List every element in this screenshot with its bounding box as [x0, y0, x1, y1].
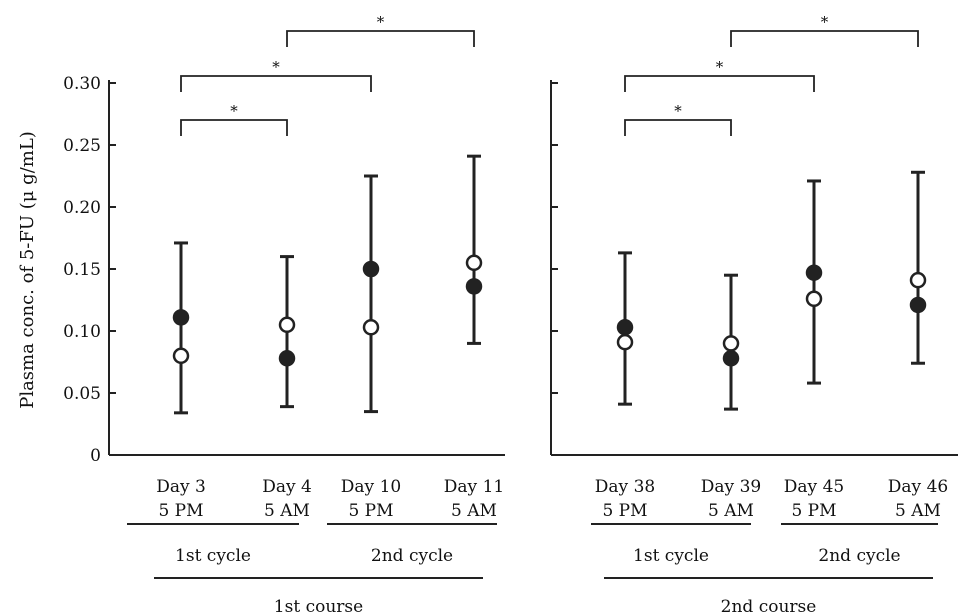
data-point-filled: [805, 264, 823, 281]
data-point-open: [362, 319, 380, 336]
chart-panel-2: Day 38 5 PM Day 39 5 AM Day 45 5 PM Day 46 5 AM…: [550, 13, 958, 615]
significance-marker: *: [230, 102, 238, 120]
x-category-label-time: 5 AM: [264, 501, 310, 521]
cycle-label: 1st cycle: [633, 546, 709, 566]
cycle-label: 2nd cycle: [371, 546, 453, 566]
data-point-open: [172, 347, 190, 365]
y-tick-label: 0.05: [63, 384, 101, 404]
significance-bracket: [180, 119, 288, 136]
significance-marker: *: [716, 58, 724, 76]
y-tick-label: 0.25: [63, 136, 101, 156]
data-point-open: [616, 333, 634, 351]
x-category-label-day: Day 46: [888, 477, 948, 497]
data-point-filled: [465, 278, 483, 295]
x-category-label-time: 5 PM: [158, 501, 203, 521]
significance-marker: *: [377, 13, 385, 31]
data-point-open: [278, 316, 296, 334]
x-category-label-time: 5 PM: [602, 501, 647, 521]
significance-bracket: [180, 75, 372, 92]
y-tick-label: 0.15: [63, 260, 101, 280]
significance-marker: *: [674, 102, 682, 120]
data-point-filled: [278, 350, 296, 367]
data-point-filled: [909, 296, 927, 314]
x-category-label-day: Day 4: [262, 477, 312, 497]
data-point-filled: [722, 350, 740, 367]
cycle-label: 2nd cycle: [818, 546, 900, 566]
data-point-filled: [172, 309, 190, 326]
significance-bracket: [624, 119, 732, 136]
x-category-label-time: 5 AM: [451, 501, 497, 521]
x-category-label-time: 5 AM: [895, 501, 941, 521]
significance-bracket: [730, 30, 919, 47]
x-category-label-time: 5 PM: [791, 501, 836, 521]
course-label: 1st course: [274, 597, 363, 615]
significance-bracket: [286, 30, 475, 47]
significance-bracket: [624, 75, 815, 92]
data-point-filled: [362, 260, 380, 278]
chart-panel-1: 0 0.05 0.10 0.15 0.20 0.25 0.30 Day 3 5 PM Day 4 5…: [63, 13, 505, 615]
y-tick-label: 0.30: [63, 74, 101, 94]
x-category-label-day: Day 45: [784, 477, 844, 497]
cycle-label: 1st cycle: [175, 546, 251, 566]
data-point-open: [722, 335, 740, 352]
x-category-label-day: Day 10: [341, 477, 401, 497]
y-tick-label: 0.20: [63, 198, 101, 218]
x-category-label-time: 5 AM: [708, 501, 754, 521]
significance-marker: *: [272, 58, 280, 76]
data-point-filled: [616, 319, 634, 336]
x-category-label-time: 5 PM: [348, 501, 393, 521]
x-category-label-day: Day 38: [595, 477, 655, 497]
data-point-open: [465, 254, 483, 272]
y-axis-label: Plasma conc. of 5-FU (μ g/mL): [17, 131, 38, 409]
x-category-label-day: Day 39: [701, 477, 761, 497]
course-label: 2nd course: [721, 597, 817, 615]
x-category-label-day: Day 3: [156, 477, 206, 497]
significance-marker: *: [821, 13, 829, 31]
y-tick-label: 0.10: [63, 322, 101, 342]
data-point-open: [909, 271, 927, 289]
y-tick-label: 0: [90, 446, 101, 466]
data-point-open: [805, 290, 823, 308]
x-category-label-day: Day 11: [444, 477, 504, 497]
